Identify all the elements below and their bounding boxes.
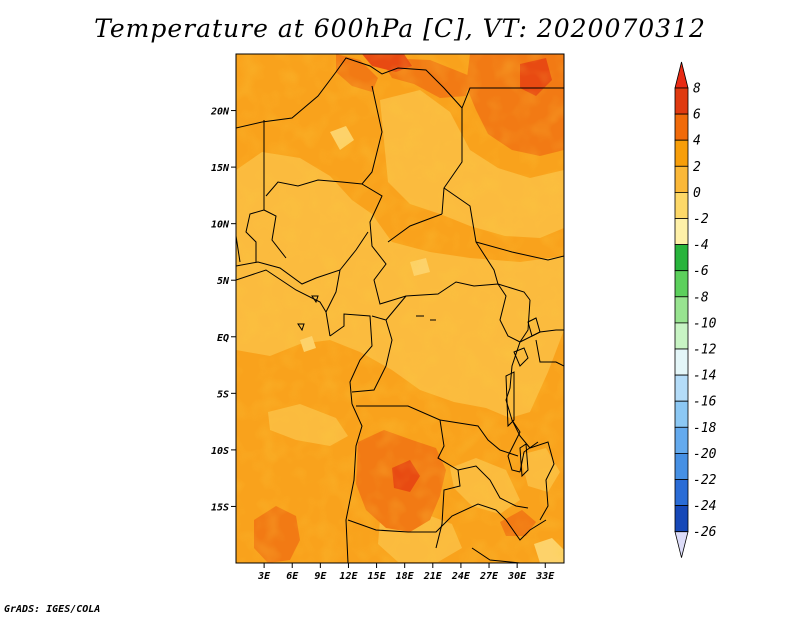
colorbar-swatch (674, 191, 689, 219)
colorbar-level-label: -4 (693, 238, 709, 253)
lat-tick-label: 5N (217, 276, 230, 287)
map-frame (235, 53, 565, 564)
colorbar-swatch (674, 113, 689, 141)
lon-tick-label: 6E (286, 571, 299, 582)
lakes (297, 295, 541, 478)
temperature-texture (236, 54, 564, 563)
colorbar-level-label: -10 (693, 316, 717, 331)
colorbar-swatch (674, 322, 689, 350)
lat-tick-label: 5S (217, 389, 229, 400)
colorbar-bottom-arrow (674, 531, 689, 558)
colorbar-level-label: -14 (693, 369, 716, 384)
colorbar-level-label: -2 (693, 212, 709, 227)
lon-tick-label: 15E (368, 571, 387, 582)
colorbar-level-label: 6 (693, 108, 701, 123)
colorbar-swatch (674, 165, 689, 193)
lon-tick-label: 24E (451, 571, 471, 582)
colorbar-level-label: -8 (693, 290, 709, 305)
lon-tick-label: 21E (423, 571, 443, 582)
colorbar-level-label: 4 (693, 134, 701, 149)
lon-tick-label: 27E (479, 571, 499, 582)
colorbar-level-label: -22 (693, 473, 717, 488)
colorbar-level-label: -26 (693, 525, 717, 540)
colorbar-swatch (674, 374, 689, 402)
colorbar-top-arrow (674, 61, 689, 89)
colorbar-swatch (674, 348, 689, 376)
colorbar-swatch (674, 296, 689, 324)
colorbar-swatch (674, 452, 689, 480)
colorbar: 8 6 4 2 0 -2 -4 -6 -8 -10 -12 -14 -16 -18 -20 -22 -24 -26 (674, 61, 717, 558)
colorbar-level-label: 2 (693, 160, 701, 175)
lon-tick-label: 30E (507, 571, 527, 582)
colorbar-level-label: -6 (693, 264, 709, 279)
lon-tick-label: 33E (535, 571, 555, 582)
latitude-axis: 20N 15N 10N 5N EQ 5S 10S 15S (210, 107, 236, 513)
longitude-axis: 3E 6E 9E 12E 15E 18E 21E 24E 27E 30E 33E (257, 563, 555, 582)
country-borders (236, 57, 564, 563)
colorbar-level-label: 0 (693, 186, 701, 201)
lon-tick-label: 12E (339, 571, 358, 582)
colorbar-swatch (674, 87, 689, 115)
colorbar-level-label: -24 (693, 499, 716, 514)
lat-tick-label: 10S (211, 446, 229, 457)
colorbar-swatch (674, 270, 689, 298)
lat-tick-label: 15S (211, 502, 229, 513)
lon-tick-label: 3E (257, 571, 271, 582)
colorbar-swatch (674, 505, 689, 533)
colorbar-level-label: -16 (693, 395, 717, 410)
lon-tick-label: 9E (314, 571, 327, 582)
colorbar-swatch (674, 426, 689, 454)
lat-tick-label: 15N (211, 163, 230, 174)
map-title: Temperature at 600hPa [C], VT: 202007031… (94, 14, 706, 43)
lon-tick-label: 18E (396, 571, 415, 582)
colorbar-swatch (674, 218, 689, 246)
colorbar-swatch (674, 244, 689, 272)
lat-tick-label: EQ (217, 333, 229, 344)
credit-text: GrADS: IGES/COLA (4, 604, 101, 615)
colorbar-level-label: 8 (693, 82, 701, 97)
colorbar-swatch (674, 479, 689, 507)
colorbar-swatch (674, 139, 689, 167)
colorbar-level-label: -20 (693, 447, 717, 462)
colorbar-swatch (674, 400, 689, 428)
lat-tick-label: 20N (210, 107, 230, 118)
map-panel (236, 54, 564, 563)
lat-tick-label: 10N (211, 220, 230, 231)
colorbar-level-label: -18 (693, 421, 717, 436)
colorbar-level-label: -12 (693, 343, 717, 358)
